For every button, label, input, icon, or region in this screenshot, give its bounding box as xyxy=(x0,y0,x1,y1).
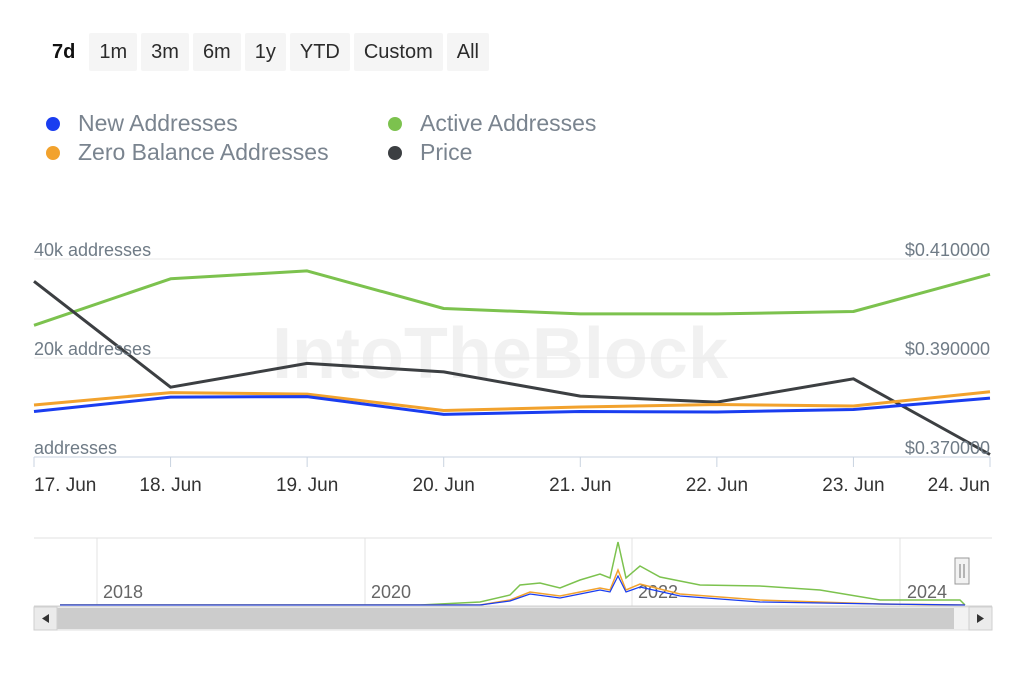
series-lines xyxy=(33,269,991,456)
legend-marker-active-addresses xyxy=(388,116,402,131)
y-right-tick-label: $0.410000 xyxy=(905,240,990,260)
y-left-tick-label: 20k addresses xyxy=(34,339,151,359)
range-button-ytd[interactable]: YTD xyxy=(289,33,350,71)
navigator-year-label: 2022 xyxy=(638,582,678,602)
navigator-series-new xyxy=(60,574,966,606)
navigator-series-active xyxy=(60,541,966,606)
caret-right-icon xyxy=(977,614,984,623)
y-right-tick-label: $0.370000 xyxy=(905,438,990,458)
legend-label: Price xyxy=(420,139,473,165)
x-tick-label: 21. Jun xyxy=(549,475,611,496)
y-axis-labels: 40k addresses 20k addresses addresses $0.41… xyxy=(34,240,990,458)
navigator-plot-area xyxy=(34,538,992,606)
x-tick-label: 22. Jun xyxy=(686,475,748,496)
series-line-active-addresses xyxy=(33,269,991,327)
range-button-3m[interactable]: 3m xyxy=(141,33,189,71)
x-tick-label: 19. Jun xyxy=(276,475,338,496)
legend-item-zero-balance-addresses[interactable]: Zero Balance Addresses xyxy=(46,139,329,166)
x-tick-label: 17. Jun xyxy=(34,475,96,496)
legend-item-new-addresses[interactable]: New Addresses xyxy=(46,110,238,137)
caret-left-icon xyxy=(42,614,49,623)
y-left-tick-label: 40k addresses xyxy=(34,240,151,260)
navigator-year-label: 2024 xyxy=(907,582,947,602)
x-tick-label: 24. Jun xyxy=(928,475,990,496)
legend-item-price[interactable]: Price xyxy=(388,139,472,166)
legend-item-active-addresses[interactable]: Active Addresses xyxy=(388,110,596,137)
range-button-1m[interactable]: 1m xyxy=(89,33,138,71)
navigator-series-zero-balance xyxy=(60,567,966,606)
range-button-all[interactable]: All xyxy=(446,33,489,71)
navigator-handle-grip[interactable] xyxy=(954,557,970,585)
range-button-6m[interactable]: 6m xyxy=(192,33,241,71)
navigator-body: 2018 2020 2022 2024 xyxy=(33,537,993,631)
x-axis: 17. Jun 18. Jun 19. Jun 20. Jun 21. Jun 22. J… xyxy=(33,456,991,496)
series-line-zero-balance-addresses xyxy=(33,390,991,412)
x-tick-label: 18. Jun xyxy=(139,475,201,496)
scrollbar-thumb[interactable] xyxy=(57,608,954,629)
grid-lines xyxy=(34,258,990,458)
range-button-custom[interactable]: Custom xyxy=(353,33,443,71)
x-tick-label: 23. Jun xyxy=(822,475,884,496)
legend-marker-new-addresses xyxy=(46,116,60,131)
navigator-year-label: 2020 xyxy=(371,582,411,602)
series-line-new-addresses xyxy=(33,395,991,416)
legend-label: New Addresses xyxy=(78,110,238,136)
range-selector: 7d 1m 3m 6m 1y YTD Custom All xyxy=(42,33,489,71)
legend-label: Zero Balance Addresses xyxy=(78,139,329,165)
legend-marker-zero-balance-addresses xyxy=(46,145,60,160)
y-left-tick-label: addresses xyxy=(34,438,117,458)
range-button-7d[interactable]: 7d xyxy=(52,41,76,63)
y-right-tick-label: $0.390000 xyxy=(905,339,990,359)
navigator: 2018 2020 2022 2024 xyxy=(33,537,993,631)
range-button-1y[interactable]: 1y xyxy=(244,33,286,71)
legend-label: Active Addresses xyxy=(420,110,597,136)
legend-marker-price xyxy=(388,145,402,160)
x-tick-label: 20. Jun xyxy=(413,475,475,496)
navigator-handle[interactable] xyxy=(954,557,970,585)
series-line-price xyxy=(33,280,991,456)
navigator-year-label: 2018 xyxy=(103,582,143,602)
